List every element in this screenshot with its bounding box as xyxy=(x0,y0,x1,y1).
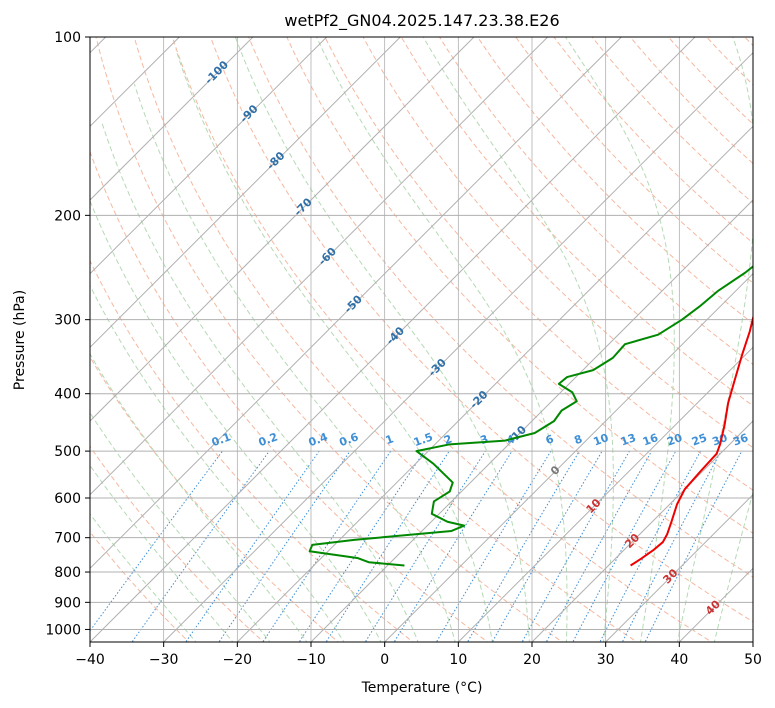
isotherm xyxy=(310,199,753,642)
y-tick-label: 400 xyxy=(54,387,81,403)
isotherm xyxy=(90,37,475,422)
mixing-ratio-label: 0.4 xyxy=(307,430,330,449)
moist-adiabat xyxy=(90,513,197,642)
mixing-ratio-label: 10 xyxy=(592,431,611,449)
y-tick-label: 1000 xyxy=(45,622,81,638)
mixing-ratio-label: 36 xyxy=(731,431,750,449)
mixing-ratio-label: 0.2 xyxy=(257,430,280,449)
sounding-profiles xyxy=(308,265,753,567)
isotherm xyxy=(605,493,753,642)
dry-adiabat xyxy=(324,37,753,491)
sounding-series xyxy=(630,314,753,567)
mixing-ratio-line xyxy=(131,450,270,642)
mixing-ratio-line xyxy=(435,450,552,642)
mixing-ratio-label: 1.5 xyxy=(412,430,435,449)
dry-adiabat xyxy=(362,37,753,449)
isotherm xyxy=(90,37,622,570)
mixing-ratio-line xyxy=(491,450,603,642)
x-tick-label: 0 xyxy=(380,652,389,668)
y-tick-label: 300 xyxy=(54,313,81,329)
mixing-ratio-label: 8 xyxy=(572,432,584,447)
mixing-ratio-line xyxy=(572,450,677,642)
x-axis-label: Temperature (°C) xyxy=(361,680,483,696)
moist-adiabat xyxy=(90,284,345,642)
isotherm xyxy=(90,37,549,496)
mixing-ratio-line xyxy=(599,450,701,642)
plot-frame xyxy=(89,36,754,643)
mixing-ratio-line xyxy=(466,450,580,642)
moist-adiabat xyxy=(90,199,382,642)
mixing-ratio-line xyxy=(185,450,320,642)
x-tick-label: 10 xyxy=(449,652,467,668)
isotherm xyxy=(90,37,401,349)
dry-adiabat xyxy=(286,37,753,534)
y-tick-label: 600 xyxy=(54,491,81,507)
mixing-ratio-label: 25 xyxy=(690,431,709,448)
mixing-ratio-label: 0.1 xyxy=(210,430,233,449)
x-tick-label: 30 xyxy=(597,652,615,668)
mixing-ratio-line xyxy=(325,450,450,642)
mixing-ratio-label: 3 xyxy=(478,432,490,447)
isotherm xyxy=(90,37,254,201)
x-axis: −40 −30 −20 −10 0 10 20 30 40 50 xyxy=(75,642,762,668)
mixing-ratio-label: 20 xyxy=(665,431,684,449)
mixing-ratio-label: 0.6 xyxy=(338,430,361,449)
moist-adiabat xyxy=(90,411,271,642)
y-axis-label: Pressure (hPa) xyxy=(12,290,28,390)
isotherm xyxy=(163,51,753,642)
x-tick-label: −20 xyxy=(223,652,253,668)
x-tick-label: −10 xyxy=(296,652,326,668)
y-tick-label: 800 xyxy=(54,565,81,581)
mixing-ratio-line xyxy=(218,450,351,642)
dry-adiabat xyxy=(90,150,489,642)
isotherm xyxy=(384,272,753,642)
x-tick-label: 40 xyxy=(670,652,688,668)
isotherm xyxy=(457,346,753,642)
plot-grid xyxy=(90,37,753,642)
mixing-ratio-label: 2 xyxy=(442,432,454,447)
y-tick-label: 200 xyxy=(54,208,81,224)
mixing-ratio-line xyxy=(621,450,722,642)
sounding-series xyxy=(308,265,753,567)
mixing-ratio-line xyxy=(298,450,425,642)
isotherm xyxy=(90,37,696,642)
mixing-ratio-label: 30 xyxy=(710,431,729,449)
isotherm xyxy=(90,37,328,275)
dry-adiabat xyxy=(438,37,753,366)
mixing-ratio-label: 6 xyxy=(544,432,556,447)
x-tick-label: −30 xyxy=(149,652,179,668)
x-tick-label: 50 xyxy=(744,652,762,668)
mixing-ratio-label: 1 xyxy=(384,432,396,447)
dry-adiabat xyxy=(171,37,713,642)
dry-adiabat xyxy=(248,37,753,578)
y-tick-label: 500 xyxy=(54,444,81,460)
moist-adiabat xyxy=(133,83,456,642)
isotherm xyxy=(531,420,753,642)
y-tick-label: 700 xyxy=(54,531,81,547)
y-tick-label: 900 xyxy=(54,595,81,611)
x-tick-label: −40 xyxy=(75,652,105,668)
mixing-ratio-label: 16 xyxy=(641,431,660,449)
y-axis: 100 200 300 400 500 600 700 800 900 1000 xyxy=(45,30,90,638)
chart-title: wetPf2_GN04.2025.147.23.38.E26 xyxy=(284,11,559,31)
y-tick-label: 100 xyxy=(54,30,81,46)
mixing-ratio-label: 13 xyxy=(619,431,638,448)
mixing-ratio-line xyxy=(393,450,513,642)
x-tick-label: 20 xyxy=(523,652,541,668)
mixing-ratio-line xyxy=(90,450,223,632)
